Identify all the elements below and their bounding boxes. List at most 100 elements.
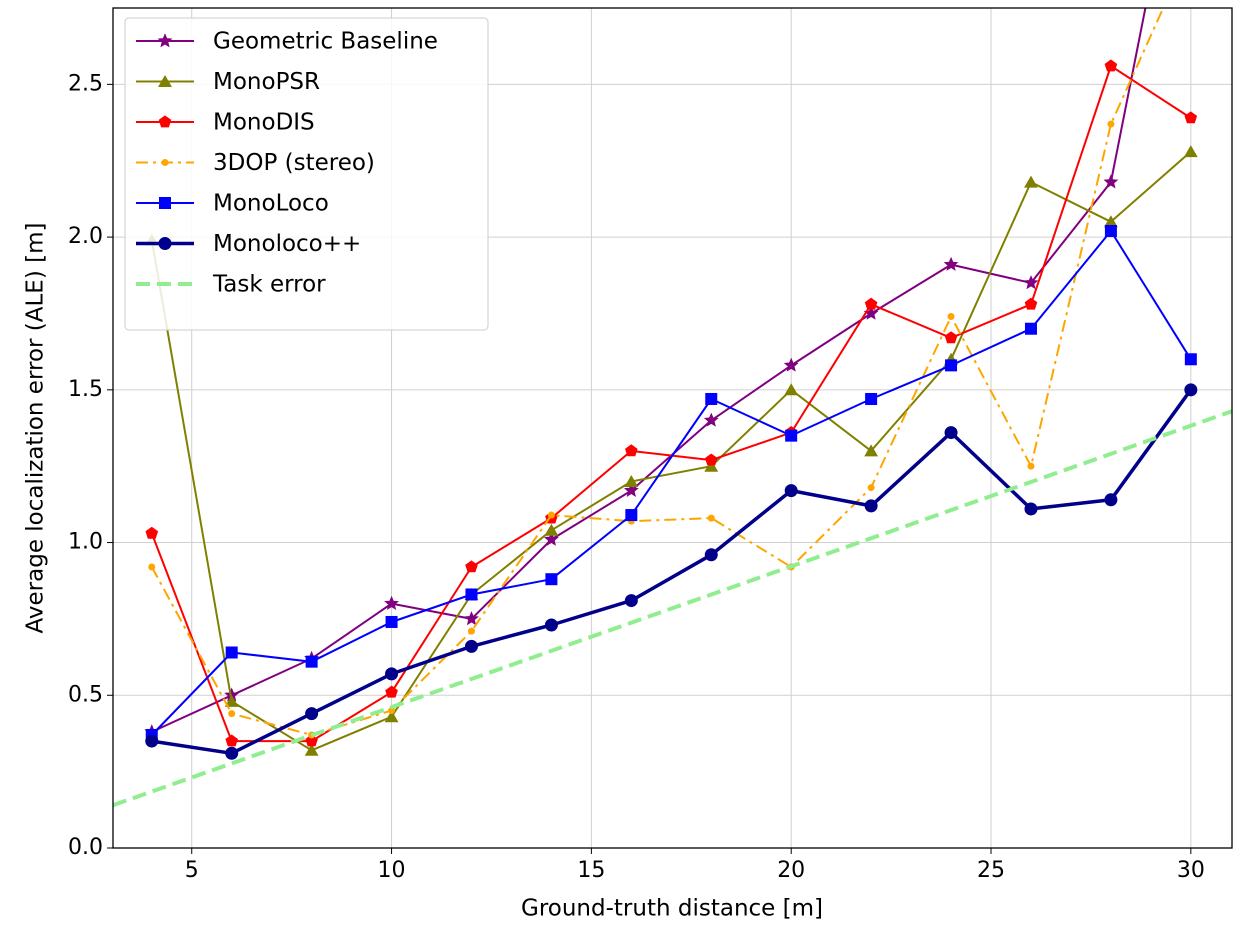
x-tick-label: 10 — [378, 858, 406, 883]
marker — [1104, 224, 1117, 237]
marker — [865, 392, 878, 405]
marker — [158, 237, 172, 250]
marker — [148, 563, 156, 571]
marker — [783, 357, 799, 372]
legend-box — [124, 17, 489, 331]
ticks: 5 10 15 20 25 30 0.0 0.5 1.0 1.5 2.0 2.5 — [68, 71, 1205, 883]
legend-label: MonoPSR — [213, 69, 320, 95]
marker — [1183, 145, 1198, 158]
x-axis-label: Ground-truth distance [m] — [521, 896, 823, 922]
y-tick-label: 0.0 — [68, 835, 103, 860]
marker — [867, 484, 875, 492]
legend-label: MonoDIS — [213, 110, 315, 136]
marker — [1104, 59, 1118, 72]
series-line — [151, 388, 1193, 756]
marker — [224, 694, 239, 707]
marker — [384, 595, 399, 610]
marker — [384, 710, 399, 723]
marker — [228, 710, 236, 718]
marker — [304, 743, 319, 756]
marker — [159, 197, 171, 209]
marker — [1184, 111, 1198, 124]
x-tick-label: 5 — [185, 858, 199, 883]
marker — [945, 359, 958, 372]
marker — [305, 734, 318, 747]
x-tick-label: 20 — [777, 858, 805, 883]
marker — [305, 707, 319, 721]
axes-frame — [112, 7, 1233, 849]
marker — [625, 509, 638, 522]
marker — [703, 412, 719, 427]
marker — [544, 618, 558, 632]
marker — [545, 573, 558, 586]
marker — [864, 444, 879, 457]
marker — [1024, 502, 1038, 516]
marker — [385, 685, 398, 698]
series-line — [150, 150, 1192, 752]
marker — [784, 383, 799, 396]
marker — [785, 429, 798, 442]
marker — [465, 560, 478, 573]
marker — [1184, 353, 1197, 366]
marker — [158, 75, 172, 87]
marker — [944, 331, 958, 344]
marker — [705, 453, 718, 466]
marker — [1107, 120, 1115, 128]
legend-label: MonoLoco — [213, 191, 329, 217]
marker — [305, 655, 318, 668]
marker — [1024, 322, 1037, 335]
plot-area — [113, 8, 1232, 808]
marker — [707, 514, 715, 522]
marker — [385, 667, 399, 681]
marker — [624, 594, 638, 608]
marker — [623, 482, 639, 497]
marker — [544, 523, 559, 536]
marker — [947, 313, 955, 321]
marker — [864, 499, 878, 513]
marker — [1023, 275, 1039, 290]
x-tick-label: 25 — [977, 858, 1005, 883]
marker — [225, 746, 239, 760]
marker — [1103, 174, 1119, 189]
marker — [1104, 493, 1118, 507]
series-line — [150, 8, 1165, 736]
x-tick-label: 15 — [577, 858, 605, 883]
marker — [944, 426, 958, 440]
marker — [161, 159, 169, 166]
marker — [1024, 297, 1038, 310]
y-tick-label: 2.5 — [68, 71, 103, 96]
marker — [864, 297, 878, 310]
legend-label: Geometric Baseline — [213, 29, 438, 55]
series-line — [113, 409, 1232, 808]
marker — [625, 444, 638, 457]
marker — [225, 646, 238, 659]
marker — [385, 615, 398, 628]
y-axis-label: Average localization error (ALE) [m] — [23, 223, 49, 634]
marker — [1024, 175, 1038, 188]
legend: Geometric Baseline MonoPSR MonoDIS 3DOP (st… — [124, 17, 489, 331]
legend-label: 3DOP (stereo) — [213, 150, 375, 176]
marker — [543, 531, 559, 546]
marker — [943, 256, 959, 271]
marker — [467, 627, 475, 635]
marker — [464, 611, 479, 626]
legend-label: Task error — [212, 272, 326, 298]
marker — [225, 734, 238, 747]
marker — [704, 459, 719, 472]
marker — [464, 639, 478, 653]
marker — [547, 511, 555, 519]
marker — [157, 33, 173, 48]
marker — [145, 526, 159, 539]
y-tick-label: 2.0 — [68, 224, 103, 249]
y-tick-label: 1.0 — [68, 530, 103, 555]
marker — [784, 484, 798, 498]
marker — [624, 474, 639, 487]
marker — [704, 548, 718, 562]
legend-label: Monoloco++ — [213, 231, 361, 257]
series-line — [151, 230, 1192, 736]
marker — [1184, 383, 1198, 397]
marker — [705, 392, 718, 405]
y-tick-label: 0.5 — [68, 682, 103, 707]
